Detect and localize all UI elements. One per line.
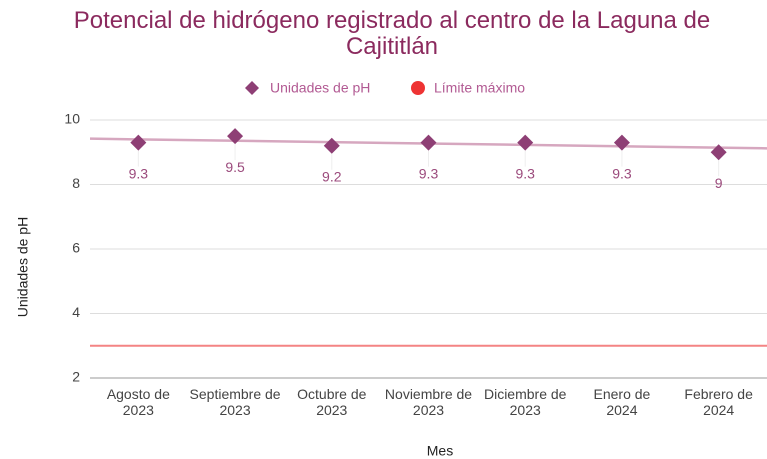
data-label: 9.3 xyxy=(515,165,535,181)
legend-label: Límite máximo xyxy=(434,80,525,96)
point xyxy=(517,134,534,151)
x-tick-label: Enero de 2024 xyxy=(594,386,651,418)
x-axis-label: Mes xyxy=(427,443,453,459)
tick-line: Febrero de xyxy=(684,386,753,402)
x-tick-label: Diciembre de 2023 xyxy=(484,386,567,418)
title-line: Cajititlán xyxy=(346,33,438,60)
data-label: 9 xyxy=(715,175,723,191)
point xyxy=(323,137,340,154)
tick-line: Agosto de xyxy=(107,386,170,402)
legend-marker xyxy=(245,81,259,95)
data-label: 9.5 xyxy=(225,159,245,175)
y-tick-label: 10 xyxy=(64,111,80,127)
y-tick-label: 6 xyxy=(72,240,80,256)
y-tick-label: 2 xyxy=(72,369,80,385)
tick-line: Noviembre de xyxy=(385,386,472,402)
chart-title: Potencial de hidrógeno registrado al cen… xyxy=(74,7,710,60)
data-label: 9.3 xyxy=(612,165,632,181)
point xyxy=(613,134,630,151)
y-axis-label: Unidades de pH xyxy=(15,217,31,317)
tick-line: Diciembre de xyxy=(484,386,567,402)
point xyxy=(710,144,727,161)
legend-marker xyxy=(411,81,425,95)
tick-line: 2024 xyxy=(703,402,734,418)
legend-label: Unidades de pH xyxy=(270,80,370,96)
tick-line: 2023 xyxy=(219,402,250,418)
x-tick-label: Noviembre de 2023 xyxy=(385,386,472,418)
point xyxy=(420,134,437,151)
point xyxy=(227,128,244,145)
data-label: 9.3 xyxy=(129,165,149,181)
tick-line: Octubre de xyxy=(297,386,366,402)
tick-line: 2023 xyxy=(413,402,444,418)
tick-line: 2023 xyxy=(123,402,154,418)
x-tick-label: Agosto de 2023 xyxy=(107,386,170,418)
x-tick-label: Octubre de 2023 xyxy=(297,386,366,418)
x-tick-label: Septiembre de 2023 xyxy=(190,386,281,418)
y-tick-label: 4 xyxy=(72,304,80,320)
tick-line: 2023 xyxy=(316,402,347,418)
tick-line: Enero de xyxy=(594,386,651,402)
data-label: 9.3 xyxy=(419,165,439,181)
point xyxy=(130,134,147,151)
x-tick-label: Febrero de 2024 xyxy=(684,386,753,418)
y-tick-label: 8 xyxy=(72,175,80,191)
tick-line: 2024 xyxy=(606,402,637,418)
tick-line: Septiembre de xyxy=(190,386,281,402)
data-label: 9.2 xyxy=(322,169,342,185)
title-line: Potencial de hidrógeno registrado al cen… xyxy=(74,7,710,34)
tick-line: 2023 xyxy=(510,402,541,418)
